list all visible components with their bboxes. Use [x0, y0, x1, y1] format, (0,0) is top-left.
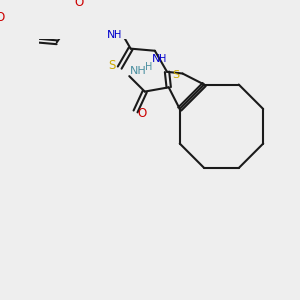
Text: O: O — [0, 11, 4, 24]
Text: H: H — [145, 62, 152, 72]
Text: O: O — [138, 107, 147, 120]
Text: S: S — [172, 70, 179, 80]
Text: N: N — [152, 54, 160, 64]
Text: S: S — [108, 59, 116, 72]
Text: N: N — [106, 30, 115, 40]
Text: O: O — [74, 0, 84, 9]
Text: NH: NH — [130, 66, 146, 76]
Text: H: H — [159, 54, 166, 64]
Text: H: H — [114, 30, 121, 40]
